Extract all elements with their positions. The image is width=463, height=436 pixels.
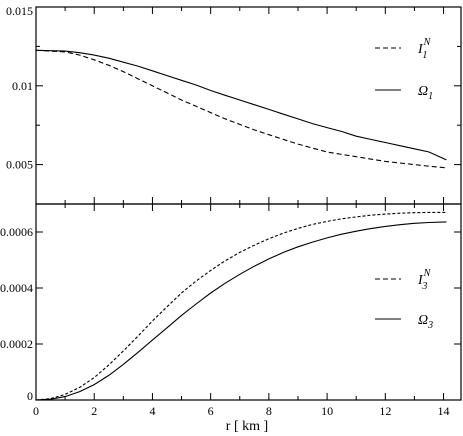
- legend-label: Ω1: [418, 84, 433, 102]
- y-tick-label: 0.0004: [0, 281, 33, 295]
- y-tick-label: 0.0006: [0, 225, 33, 239]
- y-tick-label: 0.0002: [0, 337, 33, 351]
- x-tick-label: 2: [91, 404, 97, 418]
- y-tick-label: 0.01: [12, 79, 33, 93]
- x-axis-label: r [ km ]: [226, 419, 268, 434]
- legend-label: IN 3: [417, 268, 432, 292]
- series-line-I3: [35, 211, 447, 401]
- plot-frame: [35, 6, 462, 205]
- series-line-Ω3: [35, 221, 447, 401]
- x-tick-label: 4: [149, 404, 155, 418]
- x-tick-label: 8: [266, 404, 272, 418]
- y-tick-label: 0: [27, 389, 33, 403]
- x-tick-label: 0: [33, 404, 39, 418]
- bottom-panel: 0 0.0002 0.0004 0.0006 0 2 4 6 8 10 12 14 IN 3 Ω3: [0, 203, 462, 418]
- series-line-Ω1: [35, 49, 447, 161]
- plot-frame: [35, 203, 462, 401]
- top-panel: 0.005 0.01 0.015 IN 1 Ω1: [6, 4, 462, 205]
- x-tick-label: 6: [208, 404, 214, 418]
- x-tick-label: 12: [379, 404, 391, 418]
- legend-label: IN 1: [417, 37, 432, 61]
- series-line-I1: [35, 49, 447, 169]
- legend-label: Ω3: [418, 313, 433, 331]
- x-tick-label: 14: [438, 404, 450, 418]
- y-tick-label: 0.005: [6, 158, 33, 172]
- y-tick-label: 0.015: [6, 4, 33, 18]
- x-tick-label: 10: [321, 404, 333, 418]
